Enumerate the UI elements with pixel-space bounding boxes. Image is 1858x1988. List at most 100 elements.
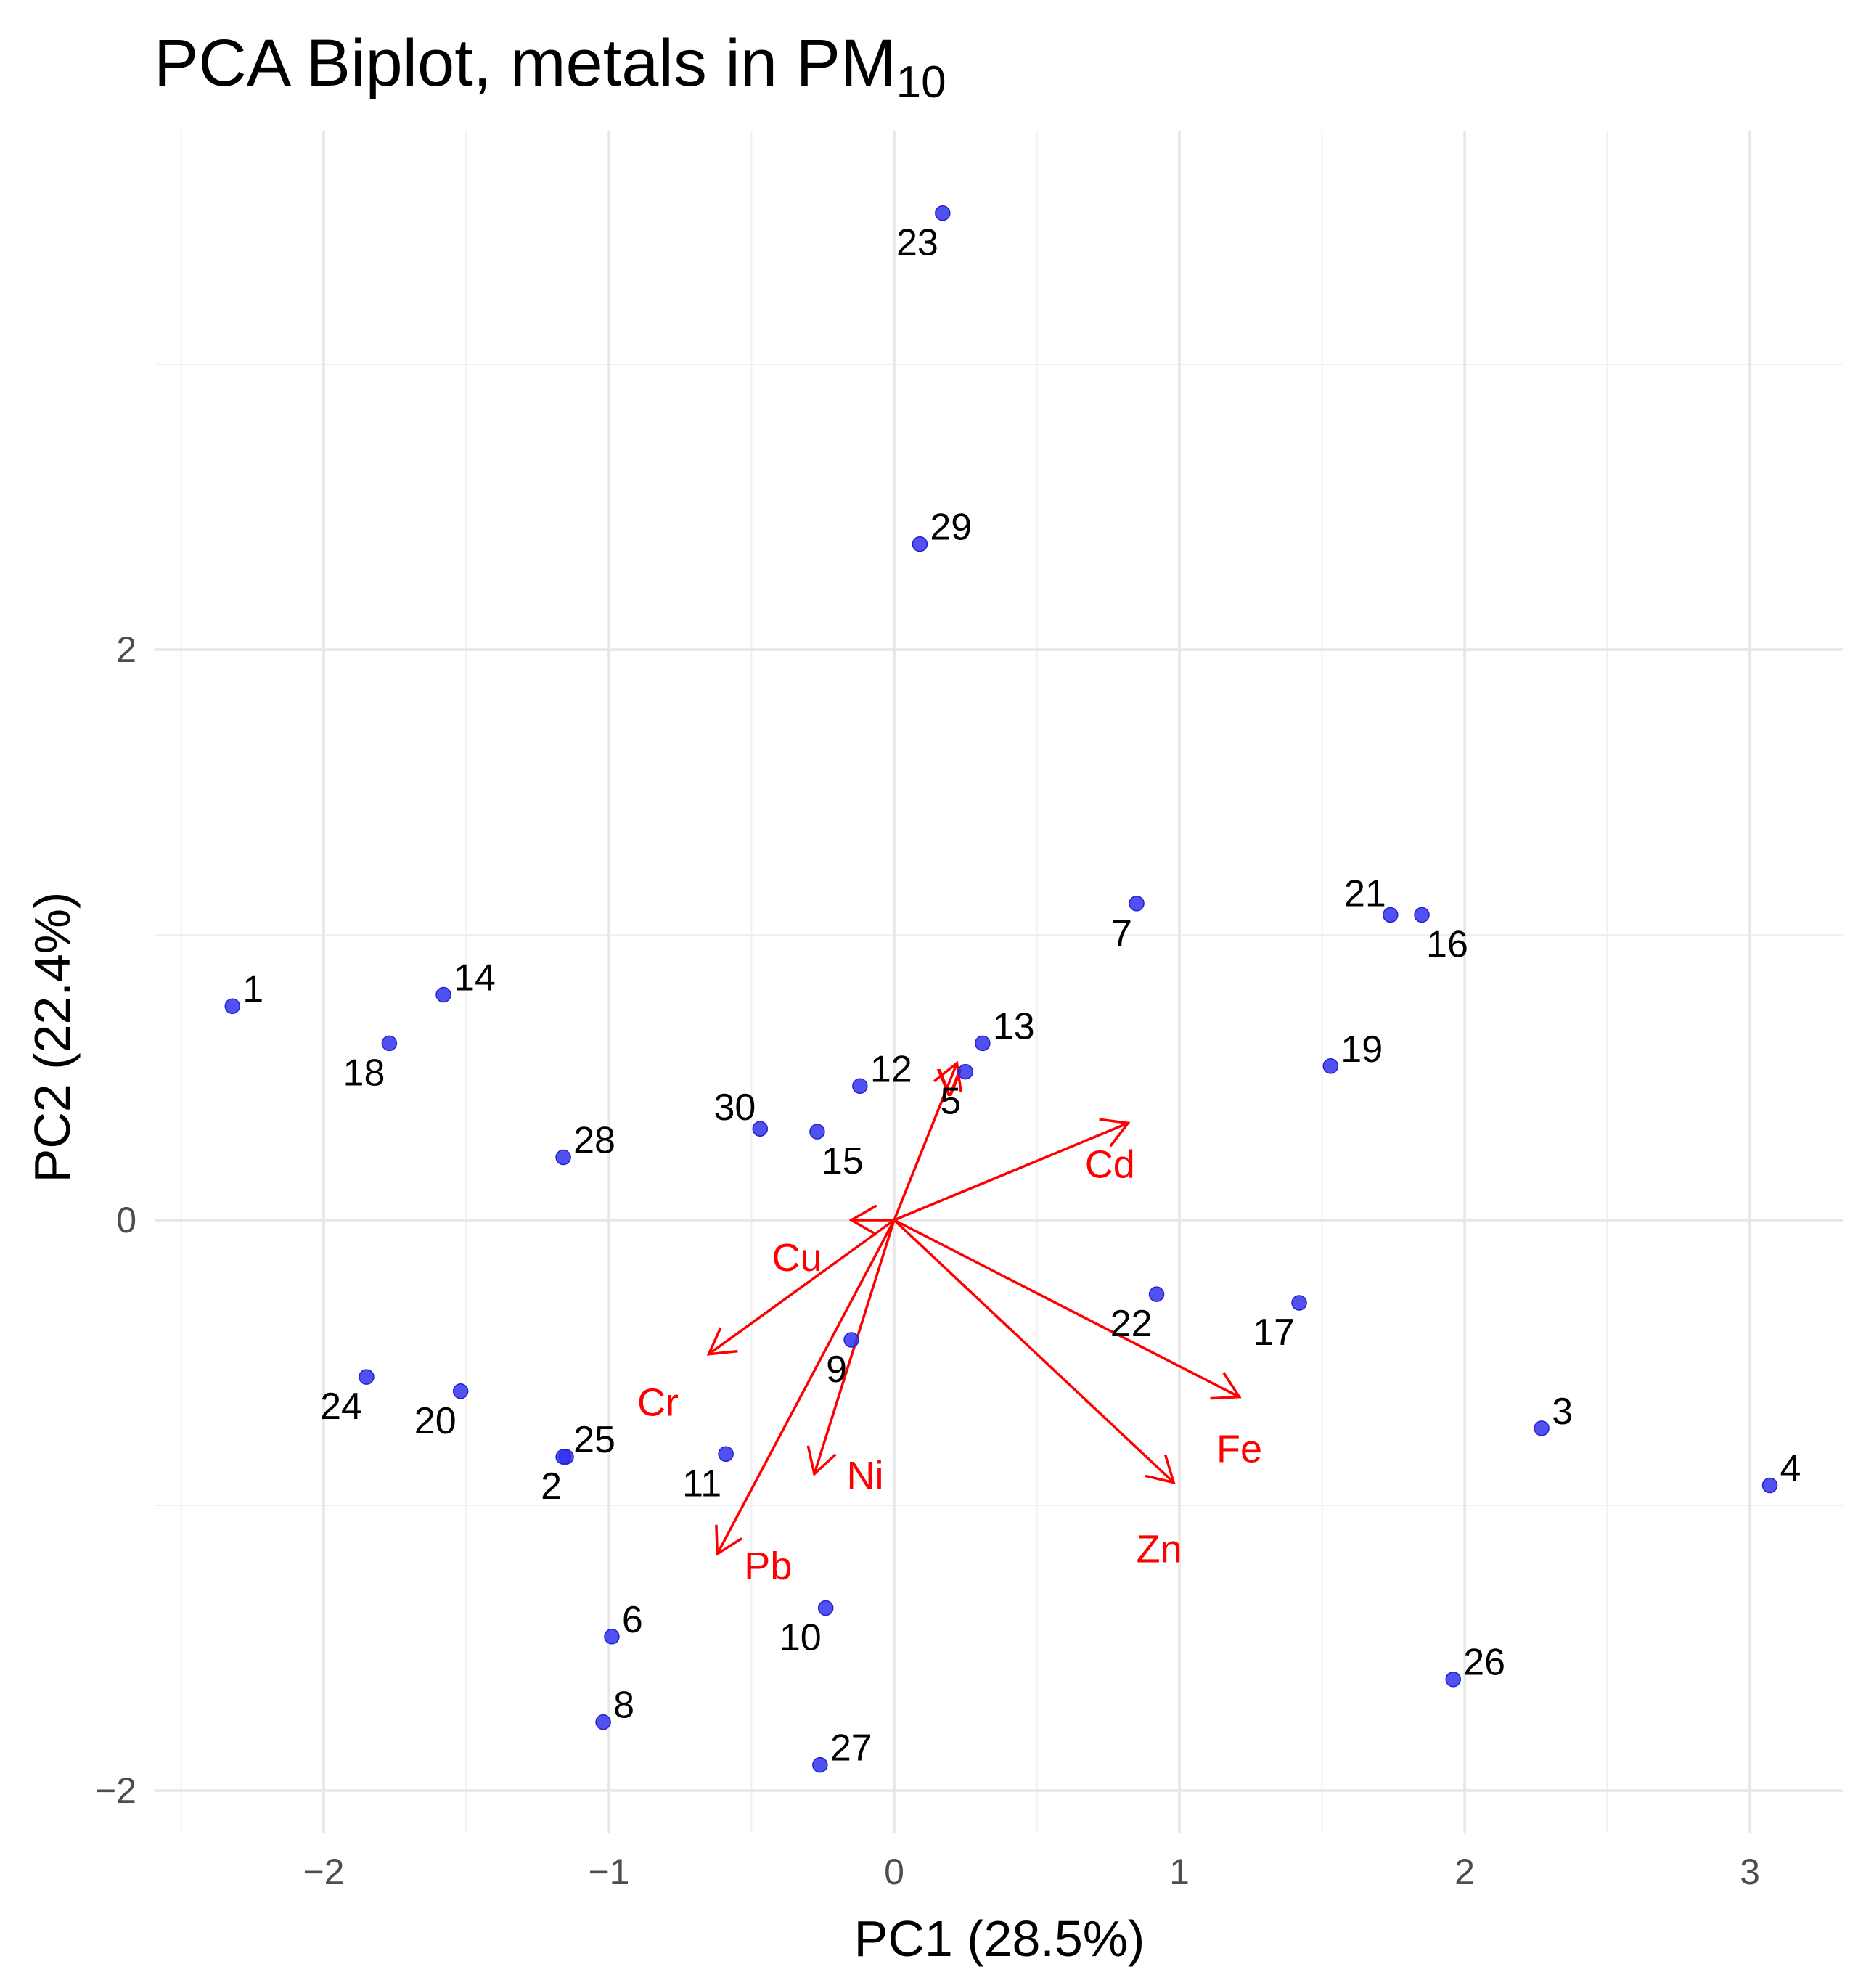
observation-point-18 xyxy=(381,1035,398,1052)
observation-label-6: 6 xyxy=(622,1599,643,1641)
x-axis-title: PC1 (28.5%) xyxy=(854,1910,1145,1967)
observation-point-20 xyxy=(452,1383,469,1399)
observation-label-28: 28 xyxy=(573,1120,615,1162)
arrow-shaft xyxy=(893,1219,1175,1484)
y-axis-ticks: −2 0 2 xyxy=(95,629,136,1811)
loading-label-cu: Cu xyxy=(772,1236,822,1280)
observation-label-13: 13 xyxy=(993,1005,1035,1047)
observation-label-1: 1 xyxy=(242,968,263,1010)
observation-label-21: 21 xyxy=(1344,872,1386,915)
arrow-shaft xyxy=(893,1219,1240,1399)
observation-label-30: 30 xyxy=(713,1087,756,1129)
observation-point-3 xyxy=(1534,1420,1550,1436)
observation-point-12 xyxy=(852,1078,868,1095)
arrow-shaft xyxy=(716,1219,896,1555)
arrow-shaft xyxy=(893,1121,1129,1222)
observation-point-23 xyxy=(935,205,951,221)
loading-label-cd: Cd xyxy=(1085,1142,1135,1186)
observation-label-20: 20 xyxy=(414,1400,457,1442)
chart-title-text: PCA Biplot, metals in PM xyxy=(154,26,896,100)
loading-arrow-fe xyxy=(893,1219,1242,1400)
arrow-head xyxy=(806,1445,837,1477)
observation-point-24 xyxy=(359,1369,375,1385)
loading-label-v: V xyxy=(936,1061,962,1105)
arrow-shaft xyxy=(893,1063,959,1221)
observation-label-9: 9 xyxy=(826,1349,847,1391)
arrow-head xyxy=(1145,1454,1176,1484)
observation-point-30 xyxy=(752,1121,769,1137)
observation-point-6 xyxy=(604,1629,620,1645)
observation-point-28 xyxy=(555,1149,571,1166)
observation-point-7 xyxy=(1129,896,1145,912)
arrow-head xyxy=(933,1060,962,1092)
loading-label-cr: Cr xyxy=(637,1381,679,1425)
observation-label-27: 27 xyxy=(830,1727,872,1770)
observation-point-1 xyxy=(224,998,240,1014)
observation-point-21 xyxy=(1383,907,1399,923)
loading-arrow-pb xyxy=(715,1219,896,1556)
observation-point-17 xyxy=(1291,1295,1307,1311)
loading-label-ni: Ni xyxy=(846,1454,883,1497)
observation-point-13 xyxy=(975,1035,991,1052)
observation-point-27 xyxy=(812,1756,828,1773)
chart-title: PCA Biplot, metals in PM10 xyxy=(154,16,946,130)
observation-point-25 xyxy=(555,1449,571,1465)
observation-label-12: 12 xyxy=(870,1048,912,1090)
arrow-head xyxy=(848,1204,877,1236)
observation-label-17: 17 xyxy=(1253,1312,1295,1354)
observation-point-5 xyxy=(957,1063,973,1080)
loading-arrow-v xyxy=(893,1060,962,1221)
observation-point-11 xyxy=(718,1446,734,1463)
observation-labels: 1234567891011121314151617181920212223242… xyxy=(242,222,1801,1770)
observation-points xyxy=(224,205,1778,1773)
observation-label-26: 26 xyxy=(1463,1642,1505,1684)
observation-label-5: 5 xyxy=(940,1081,961,1123)
y-tick-label: 0 xyxy=(116,1200,136,1240)
y-tick-label: 2 xyxy=(116,629,136,670)
x-tick-label: 0 xyxy=(884,1852,904,1892)
arrow-head xyxy=(706,1327,738,1356)
observation-label-8: 8 xyxy=(613,1685,634,1727)
loading-arrow-cd xyxy=(893,1118,1131,1222)
observation-point-29 xyxy=(912,536,928,552)
loading-arrow-zn xyxy=(893,1219,1176,1484)
observation-point-22 xyxy=(1148,1286,1165,1302)
y-axis-title: PC2 (22.4%) xyxy=(24,892,81,1183)
y-tick-label: −2 xyxy=(95,1770,136,1811)
arrow-head xyxy=(1099,1118,1131,1148)
observation-point-9 xyxy=(843,1332,859,1348)
observation-label-23: 23 xyxy=(896,222,938,264)
observation-label-11: 11 xyxy=(682,1463,721,1505)
x-tick-label: 1 xyxy=(1169,1852,1190,1892)
loading-label-pb: Pb xyxy=(744,1545,792,1588)
arrow-shaft xyxy=(708,1219,896,1356)
observation-label-22: 22 xyxy=(1110,1303,1153,1345)
x-tick-label: −1 xyxy=(588,1852,629,1892)
loading-label-fe: Fe xyxy=(1216,1428,1262,1471)
observation-label-3: 3 xyxy=(1552,1391,1573,1433)
loading-arrow-cr xyxy=(706,1219,896,1356)
observation-label-16: 16 xyxy=(1426,923,1468,965)
observation-point-15 xyxy=(809,1124,825,1140)
observation-label-24: 24 xyxy=(320,1386,362,1428)
observation-label-18: 18 xyxy=(343,1052,385,1094)
observation-point-10 xyxy=(817,1600,834,1616)
major-grid xyxy=(155,131,1843,1833)
observation-point-14 xyxy=(435,986,451,1003)
chart-title-subscript: 10 xyxy=(896,57,946,107)
observation-label-14: 14 xyxy=(454,957,496,999)
arrow-head xyxy=(715,1524,743,1556)
observation-label-25: 25 xyxy=(573,1419,615,1461)
observation-label-10: 10 xyxy=(779,1616,822,1658)
observation-label-15: 15 xyxy=(822,1140,864,1182)
observation-point-16 xyxy=(1414,907,1430,923)
x-tick-label: 2 xyxy=(1454,1852,1475,1892)
x-tick-label: 3 xyxy=(1740,1852,1760,1892)
observation-point-8 xyxy=(595,1714,611,1730)
loading-arrow-cu xyxy=(848,1204,894,1236)
x-axis-ticks: −2 −1 0 1 2 3 xyxy=(303,1852,1759,1892)
minor-grid xyxy=(155,131,1843,1833)
observation-point-26 xyxy=(1445,1671,1462,1688)
observation-point-19 xyxy=(1322,1058,1339,1074)
